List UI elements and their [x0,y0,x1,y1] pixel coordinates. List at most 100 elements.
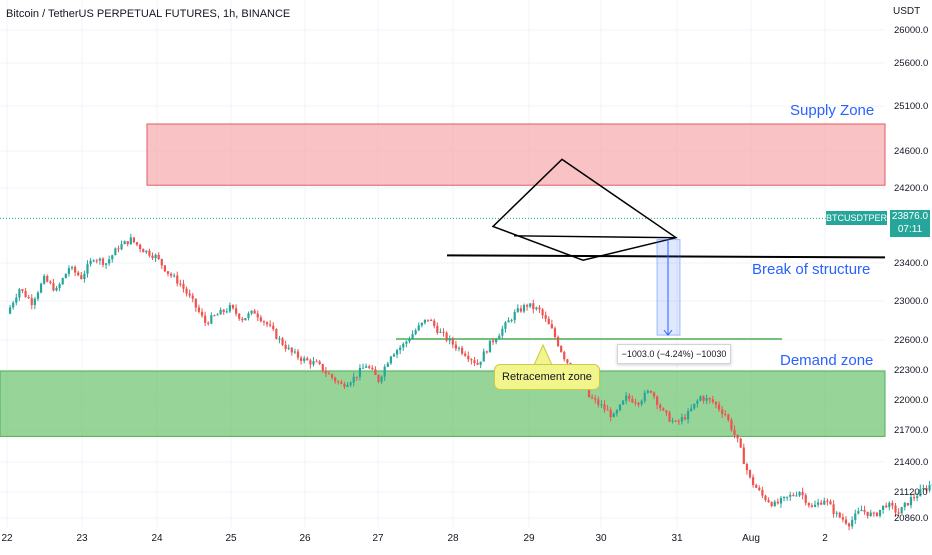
candle [907,503,909,506]
candle [545,312,547,323]
candle [467,351,469,362]
candle [244,318,246,321]
candle [43,274,45,285]
candle [418,322,420,331]
y-tick-label: 25100.0 [894,101,928,112]
candle [436,322,438,334]
y-tick-label: 23000.0 [894,296,928,307]
candle [15,294,17,305]
candle [517,304,519,313]
x-tick-label: 31 [671,533,683,544]
y-tick-label: 24600.0 [894,146,928,157]
diamond-axis-line [514,236,676,238]
y-tick-label: 24200.0 [894,183,928,194]
candle [226,308,228,313]
candle [275,328,277,339]
candle [761,487,763,498]
last-price-box: 23876.0 07:11 [890,210,930,237]
candle [792,493,794,497]
candle [783,496,785,501]
candle [105,263,107,269]
candle [21,289,23,293]
retracement-callout[interactable]: Retracement zone [494,364,600,390]
candle [77,271,79,277]
candle [133,237,135,243]
candle [842,513,844,522]
candle [374,366,376,375]
candle [55,286,57,292]
candle [89,258,91,267]
candle [755,484,757,488]
candle [622,400,624,405]
candle [83,271,85,283]
candle [241,317,243,323]
candle [777,499,779,505]
demand-zone-label[interactable]: Demand zone [780,352,873,369]
candle [464,351,466,357]
candle [554,326,556,338]
candle [164,265,166,272]
candle [854,510,856,524]
y-tick-label: 20860.0 [894,513,928,524]
candle [288,345,290,351]
x-tick-label: 22 [1,533,13,544]
y-tick-label: 26000.0 [894,25,928,36]
candle [294,349,296,354]
candle [551,320,553,329]
candle [421,322,423,327]
candle [176,272,178,287]
candle [433,319,435,329]
candle [232,304,234,310]
candle [65,273,67,278]
candle [189,290,191,298]
candle [740,438,742,448]
candle [108,256,110,266]
candle [254,309,256,314]
candle [836,511,838,517]
candle [560,345,562,353]
candle [300,356,302,365]
candle [820,500,822,505]
candle [805,493,807,505]
candle [145,250,147,254]
candle [74,265,76,276]
candle [247,311,249,320]
candle [263,320,265,325]
candle [737,435,739,443]
candle [130,234,132,245]
candle [752,474,754,487]
break-of-structure-label[interactable]: Break of structure [752,261,870,278]
candle [46,275,48,283]
candle [532,300,534,314]
candle [269,320,271,327]
x-tick-label: 30 [595,533,607,544]
candle [476,359,478,365]
candle [315,359,317,362]
candle [281,337,283,346]
demand-zone-box[interactable] [0,371,885,436]
candle [179,280,181,287]
candle [904,502,906,511]
candle [501,326,503,339]
candle [455,341,457,351]
candle [387,362,389,367]
supply-zone-label[interactable]: Supply Zone [790,102,874,119]
candle [743,444,745,464]
candle [845,516,847,525]
x-tick-label: 28 [447,533,459,544]
candle [402,342,404,351]
candle [891,500,893,509]
candle [619,404,621,411]
x-tick-label: 26 [299,533,311,544]
candle [888,501,890,510]
candle [365,364,367,368]
candle [771,501,773,507]
candle [319,360,321,365]
supply-zone-box[interactable] [147,124,885,185]
candle [489,340,491,352]
candle [774,500,776,507]
candle [548,316,550,324]
candle [238,313,240,321]
